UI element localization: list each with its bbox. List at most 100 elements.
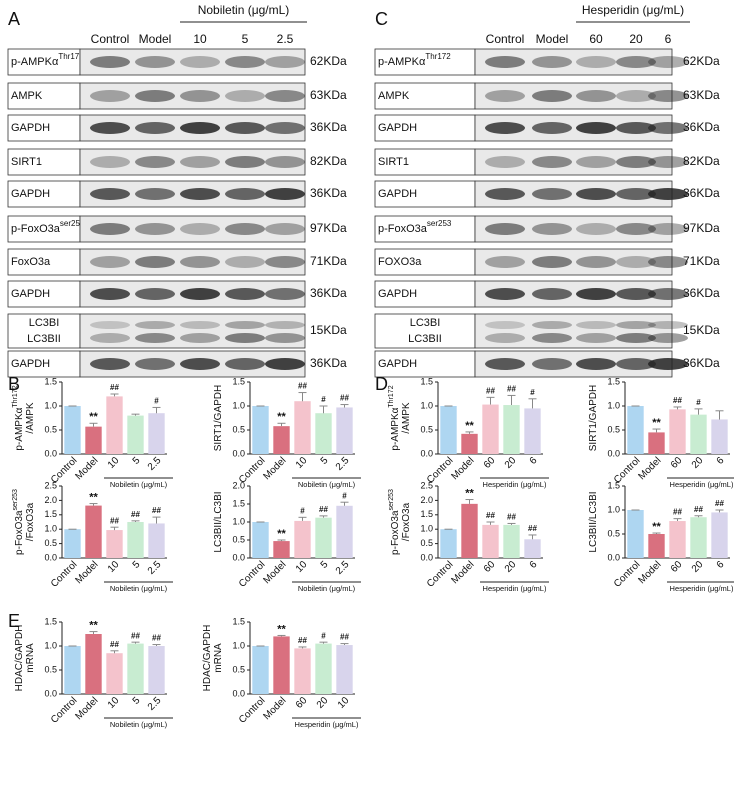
row-label-main: p-AMPKα (11, 56, 59, 68)
x-tick-label: 6 (715, 559, 727, 571)
panel-letter: D (375, 374, 388, 394)
panel-letter: C (375, 9, 388, 29)
x-tick-label: 6 (715, 455, 727, 467)
significance-marker: # (321, 631, 326, 640)
band (180, 333, 220, 343)
y-label-text: SIRT1/GAPDH (588, 385, 599, 452)
y-tick-label: 0.0 (420, 448, 433, 458)
bar (627, 510, 644, 558)
bar (252, 522, 269, 558)
lane-label: Model (139, 32, 172, 46)
x-tick-label: 2.5 (146, 695, 164, 713)
row-label: p-FoxO3aser253 (11, 219, 85, 235)
band (532, 122, 572, 134)
significance-marker: # (321, 395, 326, 404)
y-tick-label: 0.5 (44, 424, 57, 434)
band (265, 333, 305, 343)
significance-marker: ** (277, 623, 286, 635)
y-axis-label: LC3BII/LC3BI (213, 491, 224, 552)
bar (690, 517, 707, 558)
size-label: 71KDa (683, 254, 720, 268)
band (648, 288, 688, 300)
row-label-main: GAPDH (378, 188, 417, 200)
band (532, 56, 572, 68)
bar (336, 505, 353, 558)
band (90, 56, 130, 68)
y-tick-label: 0.0 (44, 688, 57, 698)
bar (294, 401, 311, 454)
band (616, 321, 656, 329)
band (225, 188, 265, 200)
row-label: GAPDH (378, 288, 417, 300)
band (180, 56, 220, 68)
y-axis-label: /FoxO3a (25, 502, 36, 541)
significance-marker: # (696, 398, 701, 407)
row-label: FOXO3a (378, 256, 422, 268)
y-tick-label: 0.0 (420, 552, 433, 562)
significance-marker: ## (486, 386, 495, 395)
y-tick-label: 1.5 (44, 616, 57, 626)
band (616, 288, 656, 300)
bar (148, 523, 165, 558)
band (225, 90, 265, 102)
bar (106, 396, 123, 454)
y-axis-label: p-FoxO3aser253 (388, 489, 401, 555)
y-tick-label: 0.5 (420, 424, 433, 434)
band (135, 223, 175, 235)
size-label: 62KDa (683, 54, 720, 68)
size-label: 82KDa (310, 154, 347, 168)
band (485, 288, 525, 300)
label-box (7, 114, 81, 142)
band (616, 256, 656, 268)
label-box (374, 350, 476, 378)
bar (64, 529, 81, 558)
band (225, 223, 265, 235)
size-label: 36KDa (683, 286, 720, 300)
x-tick-label: 60 (294, 695, 310, 711)
band (485, 56, 525, 68)
row-label: LC3BI (410, 317, 441, 329)
band (135, 90, 175, 102)
band (135, 288, 175, 300)
band (90, 188, 130, 200)
band (616, 358, 656, 370)
band (616, 56, 656, 68)
row-label: GAPDH (378, 358, 417, 370)
bar (440, 529, 457, 558)
label-box (374, 114, 476, 142)
band (648, 56, 688, 68)
y-label-text: /FoxO3a (401, 502, 412, 541)
y-axis-label: mRNA (25, 643, 36, 673)
row-label-main: GAPDH (11, 288, 50, 300)
y-tick-label: 1.5 (420, 509, 433, 519)
significance-marker: ## (340, 633, 349, 642)
group-label: Hesperidin (μg/mL) (483, 480, 547, 489)
x-tick-label: Model (449, 455, 476, 482)
row-label: LC3BII (408, 333, 442, 345)
band (576, 90, 616, 102)
row-label: GAPDH (378, 122, 417, 134)
label-box (374, 180, 476, 208)
bar (294, 520, 311, 558)
bar (273, 541, 290, 558)
x-tick-label: Control (49, 559, 80, 590)
band (225, 321, 265, 329)
band (90, 156, 130, 168)
x-tick-label: 2.5 (146, 455, 164, 473)
x-tick-label: Control (612, 559, 643, 590)
band (265, 256, 305, 268)
y-tick-label: 0.5 (232, 664, 245, 674)
bar (648, 432, 665, 454)
y-label-text: HDAC/GAPDH (202, 625, 213, 692)
label-box (7, 350, 81, 378)
group-label: Nobiletin (μg/mL) (298, 584, 356, 593)
band (576, 223, 616, 235)
y-label-text: LC3BII/LC3BI (213, 491, 224, 552)
y-label-text: p-FoxO3a (390, 510, 401, 555)
y-label-text: mRNA (25, 643, 36, 673)
band (225, 288, 265, 300)
row-label: AMPK (11, 90, 43, 102)
y-tick-label: 1.5 (607, 376, 620, 386)
bar (440, 406, 457, 454)
y-tick-label: 0.0 (232, 448, 245, 458)
